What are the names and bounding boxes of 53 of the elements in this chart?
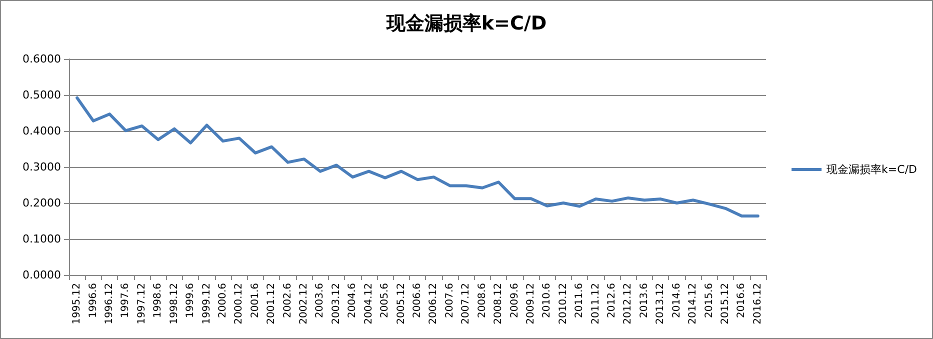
x-tick-label: 2007.12 [460, 283, 472, 324]
y-tick-label: 0.1000 [22, 232, 61, 246]
x-tick-label: 2014.12 [688, 283, 699, 324]
x-tick-label: 2016.12 [752, 283, 764, 324]
y-tick-label: 0.3000 [22, 160, 61, 174]
x-tick-label: 2015.12 [720, 283, 731, 324]
x-tick-label: 2005.12 [396, 283, 407, 324]
x-tick-label: 2006.6 [412, 283, 423, 318]
x-tick-label: 1996.12 [104, 283, 116, 324]
x-tick-label: 2002.6 [282, 283, 294, 318]
x-tick-label: 2001.12 [266, 283, 278, 324]
x-tick-label: 2012.12 [622, 283, 634, 324]
x-tick-label: 2009.6 [509, 283, 520, 318]
y-tick-label: 0.4000 [22, 124, 61, 138]
x-tick-label: 1999.12 [201, 283, 212, 324]
x-tick-label: 2013.6 [638, 283, 650, 318]
x-tick-label: 2010.12 [558, 283, 569, 324]
x-tick-label: 2004.12 [363, 283, 374, 324]
y-tick-label: 0.0000 [22, 268, 61, 282]
x-tick-label: 1996.6 [88, 283, 99, 318]
legend-label: 现金漏损率k=C/D [826, 163, 918, 176]
x-tick-label: 2013.12 [655, 283, 666, 324]
x-tick-label: 2000.6 [217, 283, 228, 318]
y-tick-label: 0.6000 [22, 52, 61, 66]
x-tick-label: 1997.6 [120, 283, 132, 318]
chart-title: 现金漏损率k=C/D [385, 12, 547, 34]
x-tick-label: 2002.12 [298, 283, 310, 324]
x-tick-label: 1997.12 [136, 283, 148, 324]
x-tick-label: 2015.6 [704, 283, 715, 318]
x-tick-label: 2011.6 [574, 283, 586, 318]
x-tick-label: 2003.6 [314, 283, 326, 318]
x-tick-label: 2010.6 [542, 283, 553, 318]
x-tick-label: 2008.12 [493, 283, 504, 324]
y-tick-label: 0.5000 [22, 88, 61, 102]
x-tick-label: 2000.12 [234, 283, 245, 324]
x-tick-label: 2004.6 [347, 283, 358, 318]
x-tick-label: 1999.6 [185, 283, 196, 318]
y-tick-label: 0.2000 [22, 196, 61, 210]
x-tick-label: 2009.12 [525, 283, 536, 324]
x-tick-label: 2005.6 [380, 283, 391, 318]
x-tick-label: 2014.6 [671, 283, 682, 318]
line-series [76, 96, 760, 218]
x-tick-label: 2001.6 [250, 283, 261, 318]
x-tick-label: 2012.6 [606, 283, 618, 318]
x-tick-label: 2016.6 [736, 283, 748, 318]
x-tick-label: 2003.12 [330, 283, 342, 324]
x-tick-label: 2007.6 [444, 283, 456, 318]
x-tick-label: 2008.6 [476, 283, 488, 318]
x-tick-label: 2011.12 [590, 283, 602, 324]
x-tick-label: 2006.12 [428, 283, 440, 324]
x-tick-label: 1995.12 [72, 283, 83, 324]
x-tick-label: 1998.6 [152, 283, 164, 318]
x-tick-label: 1998.12 [168, 283, 180, 324]
